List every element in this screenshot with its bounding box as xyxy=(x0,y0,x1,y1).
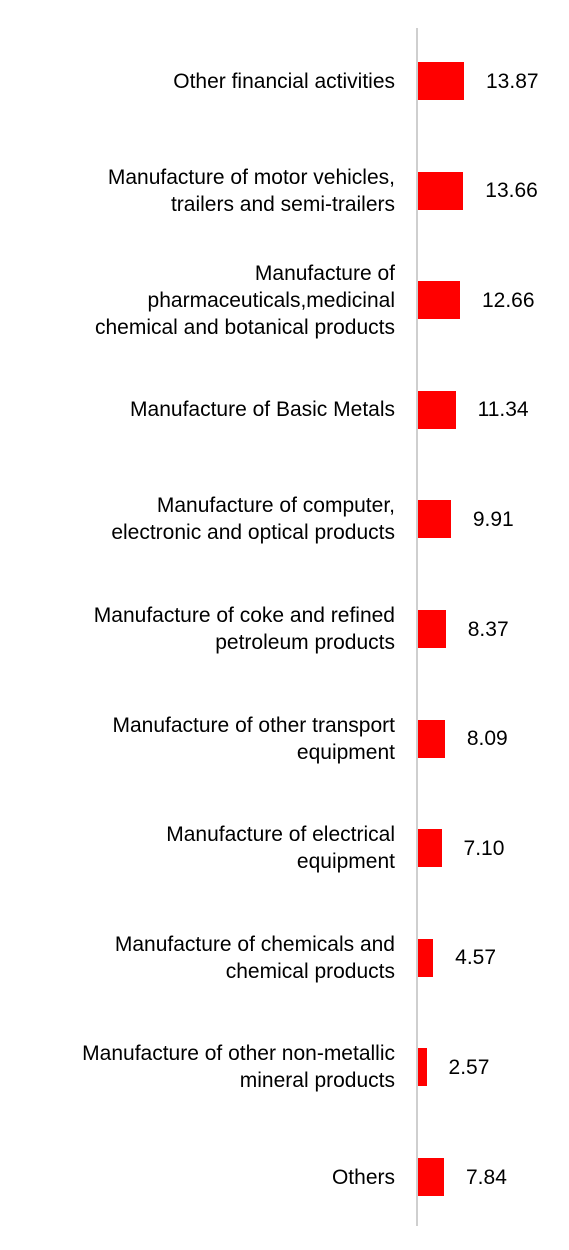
data-label: 9.91 xyxy=(472,507,514,531)
data-label: 7.84 xyxy=(466,1165,507,1189)
data-label: 8.37 xyxy=(467,617,509,641)
data-label: 13.87 xyxy=(486,69,539,93)
category-label: Manufacture of motor vehicles, trailers … xyxy=(107,165,395,216)
bar xyxy=(418,281,460,320)
bar xyxy=(418,829,442,868)
category-label: Manufacture of chemicals and chemical pr… xyxy=(114,932,395,983)
category-label: Manufacture of pharmaceuticals,medicinal… xyxy=(94,261,395,339)
category-label: Manufacture of electrical equipment xyxy=(166,823,395,874)
data-label: 12.66 xyxy=(481,288,535,312)
data-label: 11.34 xyxy=(477,398,529,422)
category-label: Others xyxy=(331,1165,395,1189)
bar xyxy=(418,500,451,539)
bar xyxy=(418,390,456,429)
bar xyxy=(418,938,434,977)
data-label: 8.09 xyxy=(466,727,508,751)
bar xyxy=(418,719,445,758)
category-label: Manufacture of computer, electronic and … xyxy=(111,494,395,545)
data-label: 2.57 xyxy=(448,1055,490,1079)
bar xyxy=(418,610,446,648)
category-label: Manufacture of coke and refined petroleu… xyxy=(93,604,395,654)
category-label: Manufacture of other transport equipment xyxy=(112,713,396,764)
data-label: 4.57 xyxy=(455,946,497,970)
data-label: 7.10 xyxy=(463,836,505,860)
data-label: 13.66 xyxy=(485,179,538,203)
bar xyxy=(418,1158,444,1196)
bar xyxy=(418,1048,427,1087)
category-label: Manufacture of Basic Metals xyxy=(130,398,395,422)
category-label: Other financial activities xyxy=(173,69,395,93)
bar xyxy=(418,62,464,100)
category-label: Manufacture of other non-metallic minera… xyxy=(82,1042,395,1093)
bar xyxy=(418,171,464,210)
category-axis-line xyxy=(416,28,418,1226)
